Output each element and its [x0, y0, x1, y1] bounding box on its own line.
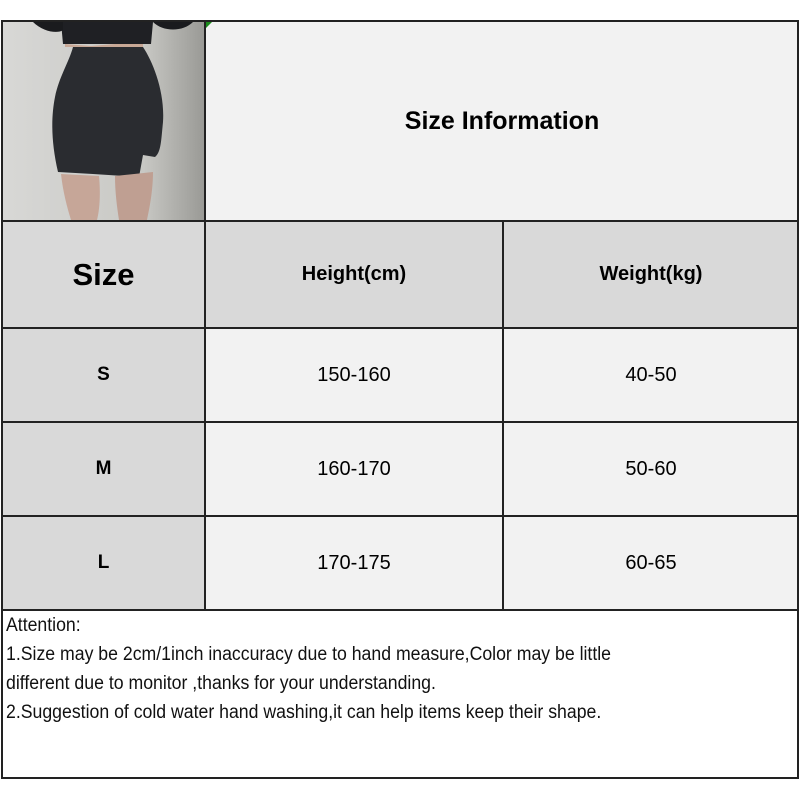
product-image: [3, 22, 204, 220]
header-height: Height(cm): [206, 222, 502, 327]
notes-line: different due to monitor ,thanks for you…: [6, 673, 436, 694]
divider: [1, 220, 799, 222]
divider: [1, 20, 3, 779]
divider: [502, 220, 504, 611]
divider: [1, 20, 799, 22]
table-row-size: M: [3, 423, 204, 515]
table-row-size: S: [3, 329, 204, 421]
header-size: Size: [3, 222, 204, 327]
table-row-weight: 40-50: [504, 329, 798, 421]
divider: [204, 20, 206, 611]
table-row-height: 160-170: [206, 423, 502, 515]
page-title: Size Information: [206, 22, 798, 220]
divider: [1, 609, 799, 611]
table-row-weight: 50-60: [504, 423, 798, 515]
notes-line: 2.Suggestion of cold water hand washing,…: [6, 702, 602, 723]
attention-notes: Attention: 1.Size may be 2cm/1inch inacc…: [3, 611, 797, 777]
divider: [1, 777, 799, 779]
corner-marker-icon: [206, 22, 212, 28]
table-row-weight: 60-65: [504, 517, 798, 609]
header-weight: Weight(kg): [504, 222, 798, 327]
divider: [1, 327, 799, 329]
divider: [1, 421, 799, 423]
divider: [797, 20, 799, 779]
table-row-height: 170-175: [206, 517, 502, 609]
skirt-photo-icon: [33, 22, 193, 220]
table-row-size: L: [3, 517, 204, 609]
divider: [1, 515, 799, 517]
notes-line: 1.Size may be 2cm/1inch inaccuracy due t…: [6, 644, 612, 665]
notes-heading: Attention:: [6, 615, 81, 636]
table-row-height: 150-160: [206, 329, 502, 421]
